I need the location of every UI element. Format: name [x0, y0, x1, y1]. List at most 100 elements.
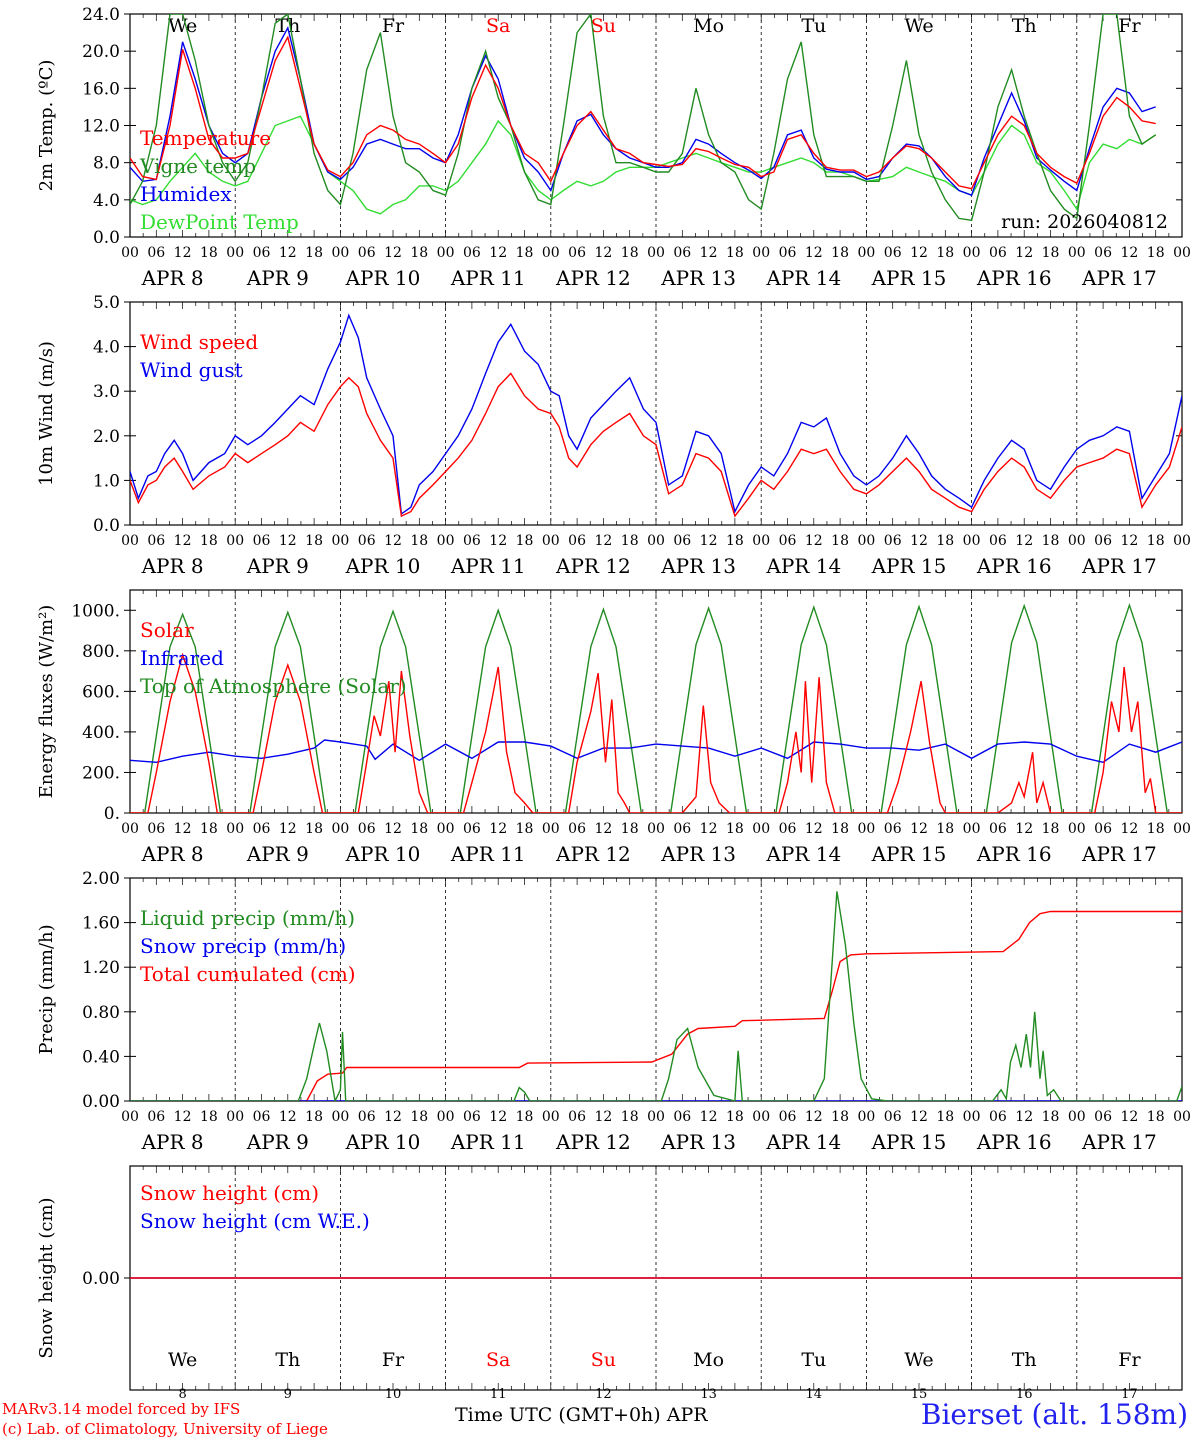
- wind-panel: 0.0 1.0 2.0 3.0 4.0 5.0 10m Wind (m/s) 00 06 12 18…: [36, 293, 1191, 578]
- hour-label: 18: [1147, 1109, 1165, 1125]
- legend-entry: Snow precip (mm/h): [140, 934, 346, 958]
- hour-label: 18: [410, 1109, 428, 1125]
- hour-label: 12: [700, 821, 718, 837]
- hour-label: 12: [910, 533, 928, 549]
- hour-label: 12: [805, 1109, 823, 1125]
- y-tick-label: 3.0: [93, 382, 120, 402]
- hour-label: 06: [989, 1109, 1007, 1125]
- station-label: Bierset (alt. 158m): [920, 1398, 1188, 1431]
- hour-label: 06: [779, 533, 797, 549]
- date-label: APR 8: [141, 554, 204, 578]
- weekday-label: Th: [1012, 15, 1037, 37]
- series-line: [130, 739, 1182, 764]
- hour-label: 12: [1015, 533, 1033, 549]
- hour-label: 00: [1173, 821, 1191, 837]
- y-axis-label: 2m Temp. (ºC): [36, 60, 57, 192]
- legend-entry: Total cumulated (cm): [140, 962, 356, 986]
- hour-label: 06: [568, 1109, 586, 1125]
- hour-label: 18: [1042, 821, 1060, 837]
- wind-frame: [129, 301, 1183, 526]
- y-tick-label: 0.40: [82, 1047, 120, 1067]
- legend-entry: Vigne temp: [139, 154, 256, 178]
- series-line: [130, 652, 1182, 813]
- hour-label: 00: [647, 1109, 665, 1125]
- snow-panel: 0.00 Snow height (cm) We Th Fr Sa Su Mo Tu We Th Fr…: [36, 1165, 1183, 1391]
- hour-label: 06: [1094, 821, 1112, 837]
- date-label: APR 17: [1081, 554, 1157, 578]
- hour-label: 18: [305, 821, 323, 837]
- hour-label: 12: [489, 821, 507, 837]
- hour-label: 00: [542, 245, 560, 261]
- hour-label: 12: [700, 533, 718, 549]
- weekday-label: Tu: [801, 1349, 826, 1371]
- date-label: APR 12: [555, 842, 631, 866]
- hour-label: 18: [1147, 821, 1165, 837]
- date-label: APR 11: [450, 842, 526, 866]
- date-label: APR 10: [345, 554, 421, 578]
- hour-label: 18: [1042, 1109, 1060, 1125]
- date-label: APR 14: [765, 266, 841, 290]
- month-label: APR: [666, 1404, 708, 1426]
- day-number: 8: [178, 1387, 186, 1400]
- day-number: 12: [595, 1387, 612, 1400]
- hour-label: 18: [305, 245, 323, 261]
- weekday-label: Mo: [693, 15, 724, 37]
- hour-label: 00: [542, 533, 560, 549]
- hour-label: 18: [831, 533, 849, 549]
- series-line: [130, 372, 1182, 518]
- date-label: APR 9: [246, 554, 309, 578]
- hour-label: 00: [226, 1109, 244, 1125]
- hour-label: 06: [358, 1109, 376, 1125]
- weekday-label: Fr: [382, 1349, 405, 1371]
- hour-label: 06: [989, 245, 1007, 261]
- hour-label: 06: [1094, 245, 1112, 261]
- y-tick-label: 2.00: [82, 869, 120, 889]
- hour-label: 06: [253, 1109, 271, 1125]
- weekday-label: We: [904, 1349, 933, 1371]
- y-tick-label: 1.0: [93, 471, 120, 491]
- hour-label: 00: [963, 245, 981, 261]
- hour-label: 18: [410, 821, 428, 837]
- hour-label: 06: [884, 1109, 902, 1125]
- hour-label: 06: [147, 245, 165, 261]
- y-tick-label: 1000.: [71, 601, 120, 621]
- hour-label: 12: [805, 245, 823, 261]
- hour-label: 00: [752, 533, 770, 549]
- hour-label: 00: [331, 821, 349, 837]
- hour-label: 12: [910, 245, 928, 261]
- hour-label: 00: [1173, 1109, 1191, 1125]
- hour-label: 00: [437, 821, 455, 837]
- date-label: APR 12: [555, 554, 631, 578]
- hour-label: 00: [1173, 533, 1191, 549]
- hour-label: 18: [936, 821, 954, 837]
- date-label: APR 13: [660, 1130, 736, 1154]
- hour-label: 12: [489, 533, 507, 549]
- legend-entry: Temperature: [140, 126, 271, 150]
- hour-label: 00: [437, 533, 455, 549]
- weekday-label: Tu: [801, 15, 826, 37]
- y-axis-label: Snow height (cm): [36, 1197, 57, 1358]
- hour-label: 12: [174, 245, 192, 261]
- y-tick-label: 12.0: [82, 117, 120, 137]
- hour-label: 12: [1015, 821, 1033, 837]
- hour-label: 06: [1094, 1109, 1112, 1125]
- hour-label: 06: [989, 533, 1007, 549]
- lab-credit: (c) Lab. of Climatology, University of L…: [2, 1420, 328, 1438]
- series-line: [130, 14, 1157, 222]
- date-label: APR 17: [1081, 266, 1157, 290]
- date-label: APR 10: [345, 1130, 421, 1154]
- hour-label: 06: [568, 533, 586, 549]
- hour-label: 18: [621, 533, 639, 549]
- date-label: APR 11: [450, 1130, 526, 1154]
- weekday-label: We: [168, 1349, 197, 1371]
- date-label: APR 13: [660, 842, 736, 866]
- hour-label: 00: [1068, 1109, 1086, 1125]
- hour-label: 18: [305, 533, 323, 549]
- hour-label: 06: [253, 533, 271, 549]
- date-label: APR 8: [141, 842, 204, 866]
- weekday-label: We: [904, 15, 933, 37]
- hour-label: 18: [936, 533, 954, 549]
- date-label: APR 15: [871, 554, 947, 578]
- hour-label: 18: [621, 821, 639, 837]
- date-label: APR 12: [555, 1130, 631, 1154]
